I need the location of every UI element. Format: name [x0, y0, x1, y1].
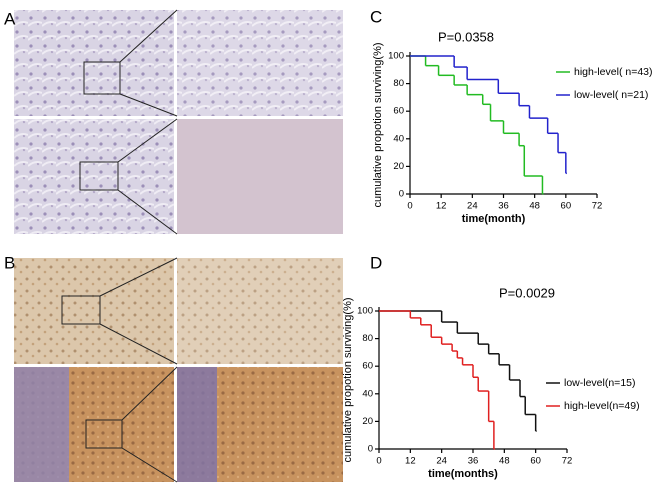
panel-a-images	[14, 9, 343, 235]
legend-label: high-level(n=49)	[564, 400, 640, 412]
x-axis-label: time(month)	[462, 213, 526, 225]
panel-label: C	[370, 7, 382, 26]
legend-label: high-level( n=43)	[574, 66, 653, 78]
panel-label: B	[4, 253, 15, 272]
y-tick-label: 60	[393, 106, 404, 117]
chart: D P=0.0029 0 20 40 60 80 100 0 12 24 36 48 60 72 time(m…	[342, 253, 640, 479]
y-tick-label: 40	[362, 388, 373, 399]
chart-title: P=0.0029	[499, 285, 555, 300]
x-tick-label: 60	[530, 456, 541, 467]
x-tick-label: 36	[498, 201, 509, 212]
panel-label: A	[4, 9, 16, 28]
x-tick-label: 12	[405, 456, 416, 467]
x-tick-label: 48	[529, 201, 540, 212]
chart-title: P=0.0358	[438, 29, 494, 44]
panel-label: D	[370, 253, 382, 272]
x-tick-label: 48	[499, 456, 510, 467]
x-tick-label: 72	[592, 201, 603, 212]
y-tick-label: 80	[393, 78, 404, 89]
y-axis-label: cumulative propotion surviving(%)	[372, 42, 384, 207]
y-tick-label: 80	[362, 333, 373, 344]
chart: C P=0.0358 0 20 40 60 80 100 0 12 24 36 48 60 72 time(m…	[370, 7, 653, 224]
y-tick-label: 100	[388, 51, 404, 62]
y-tick-label: 20	[362, 416, 373, 427]
y-tick-label: 100	[357, 306, 373, 317]
y-tick-label: 0	[368, 444, 373, 455]
x-tick-label: 0	[376, 456, 381, 467]
y-tick-label: 40	[393, 133, 404, 144]
y-axis-label: cumulative propotion surviving(%)	[342, 297, 354, 462]
y-tick-label: 60	[362, 361, 373, 372]
x-tick-label: 60	[561, 201, 572, 212]
legend-label: low-level(n=15)	[564, 377, 636, 389]
y-tick-label: 20	[393, 161, 404, 172]
y-tick-label: 0	[399, 189, 404, 200]
x-axis-label: time(months)	[428, 468, 498, 480]
legend-label: low-level( n=21)	[574, 89, 648, 101]
x-tick-label: 24	[436, 456, 447, 467]
x-tick-label: 12	[436, 201, 447, 212]
x-tick-label: 36	[468, 456, 479, 467]
panel-b-images	[14, 257, 343, 483]
x-tick-label: 24	[467, 201, 478, 212]
x-tick-label: 0	[407, 201, 412, 212]
x-tick-label: 72	[562, 456, 573, 467]
